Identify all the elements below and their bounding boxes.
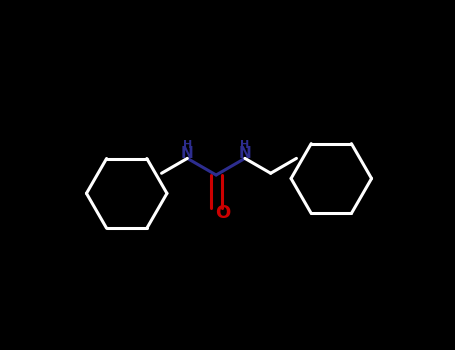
Text: N: N — [181, 146, 194, 161]
Text: O: O — [215, 204, 231, 223]
Text: H: H — [183, 140, 192, 150]
Text: N: N — [238, 146, 251, 161]
Text: H: H — [240, 140, 249, 150]
